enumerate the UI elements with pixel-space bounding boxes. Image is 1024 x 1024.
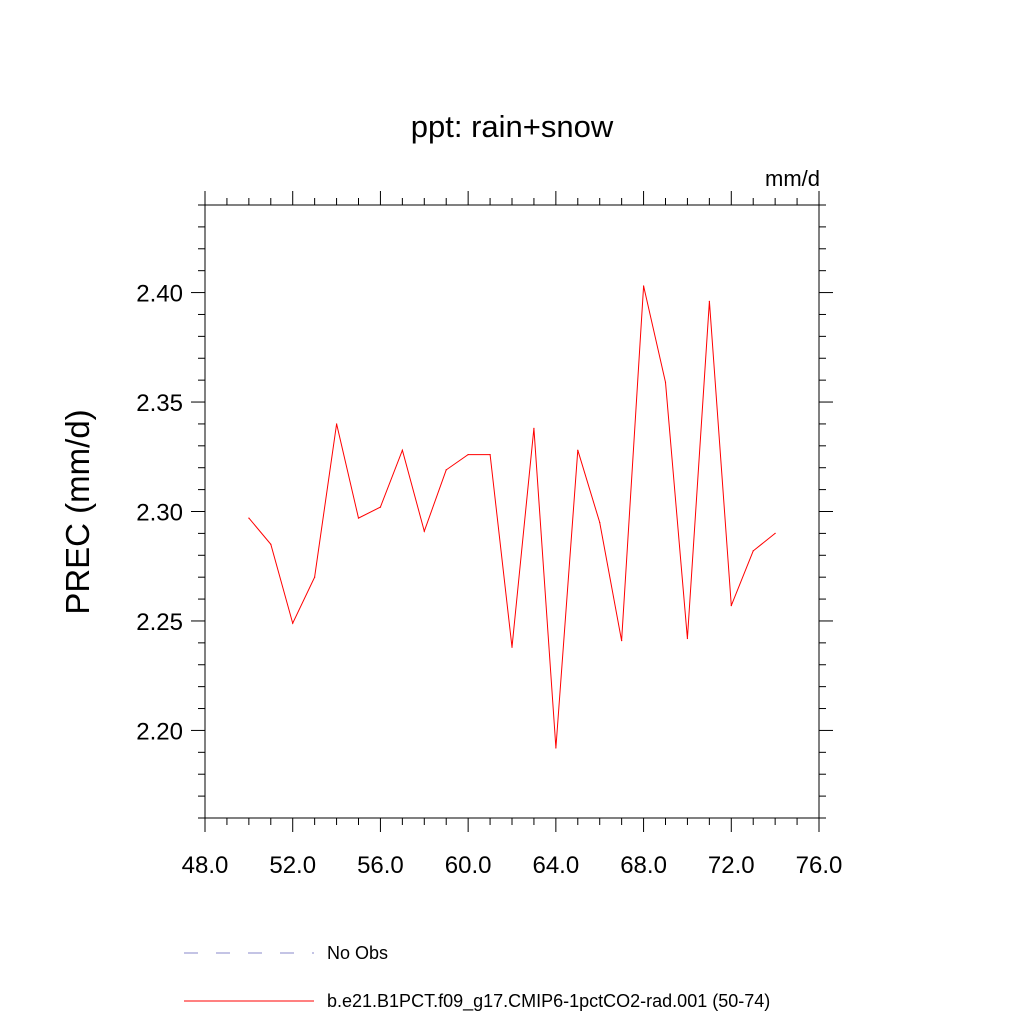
- series-group: [248, 285, 776, 749]
- legend: No Obs b.e21.B1PCT.f09_g17.CMIP6-1pctCO2…: [184, 943, 770, 1012]
- chart-title: ppt: rain+snow: [411, 109, 614, 144]
- data-point: [511, 646, 513, 648]
- units-label: mm/d: [765, 166, 820, 191]
- data-point: [642, 285, 645, 287]
- data-point: [489, 453, 491, 456]
- data-point: [730, 605, 732, 607]
- tick-labels: 48.0 52.0 56.0 60.0 64.0 68.0 72.0 76.0 2.20 2.25…: [136, 281, 842, 879]
- data-point: [577, 449, 579, 451]
- data-point: [752, 550, 754, 552]
- data-point: [533, 427, 535, 429]
- data-point: [248, 517, 250, 519]
- data-point: [621, 640, 623, 642]
- x-tick-label: 76.0: [796, 852, 843, 879]
- axis-ticks: [191, 191, 833, 832]
- data-point: [555, 747, 557, 749]
- data-point: [686, 637, 689, 640]
- data-point: [335, 423, 338, 425]
- data-point: [423, 530, 425, 532]
- series-line-0: [248, 285, 776, 748]
- x-tick-label: 60.0: [445, 852, 492, 879]
- data-point: [774, 532, 776, 534]
- y-axis-label: PREC (mm/d): [59, 409, 96, 614]
- data-point: [314, 576, 316, 578]
- x-tick-label: 72.0: [708, 852, 755, 879]
- legend-label-model: b.e21.B1PCT.f09_g17.CMIP6-1pctCO2-rad.00…: [327, 991, 770, 1012]
- x-tick-label: 48.0: [182, 852, 229, 879]
- data-point: [708, 300, 710, 302]
- y-tick-label: 2.35: [136, 390, 183, 417]
- y-tick-label: 2.40: [136, 281, 183, 308]
- y-tick-label: 2.25: [136, 609, 183, 636]
- data-point: [292, 622, 294, 624]
- data-point: [379, 506, 382, 508]
- x-tick-label: 64.0: [532, 852, 579, 879]
- y-tick-label: 2.30: [136, 500, 183, 527]
- x-tick-label: 68.0: [620, 852, 667, 879]
- data-point: [664, 381, 667, 383]
- x-tick-label: 56.0: [357, 852, 404, 879]
- data-point: [401, 449, 403, 451]
- data-point: [357, 517, 360, 519]
- y-tick-label: 2.20: [136, 718, 183, 745]
- data-point: [270, 543, 272, 545]
- data-point: [445, 469, 447, 471]
- x-tick-label: 52.0: [269, 852, 316, 879]
- data-point: [599, 521, 601, 524]
- data-point: [467, 453, 469, 456]
- plot-border: [204, 204, 820, 819]
- legend-label-no-obs: No Obs: [327, 943, 388, 963]
- plot-frame: [204, 204, 820, 819]
